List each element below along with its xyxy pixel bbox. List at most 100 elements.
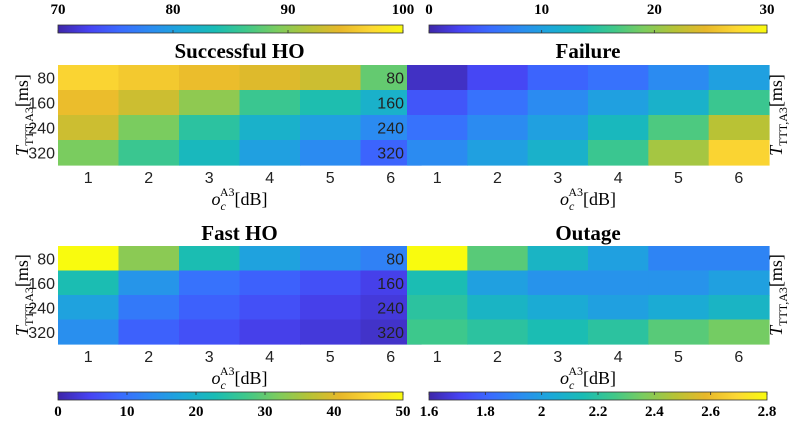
- x-tick-label: 6: [734, 170, 743, 187]
- heatmap-cell: [118, 246, 180, 272]
- heatmap-cell: [58, 270, 120, 296]
- heatmap-cell: [58, 115, 120, 141]
- heatmap-cell: [588, 140, 649, 166]
- x-tick-label: 6: [386, 170, 395, 187]
- x-tick-label: 4: [614, 349, 623, 366]
- heatmap-cell: [708, 90, 770, 116]
- x-tick-label: 1: [84, 170, 93, 187]
- y-tick-label: 80: [37, 251, 55, 268]
- colorbar-tick-label: 80: [166, 2, 181, 18]
- heatmap-cell: [527, 246, 589, 272]
- heatmap-cell: [179, 246, 241, 272]
- heatmap-cell: [527, 90, 589, 116]
- heatmap-cell: [708, 270, 770, 296]
- heatmap-cell: [467, 65, 529, 91]
- heatmap-cell: [407, 246, 468, 272]
- chart-title: Fast HO: [201, 221, 277, 245]
- y-tick-label: 320: [28, 325, 55, 342]
- x-tick-label: 5: [326, 170, 335, 187]
- heatmap-cell: [58, 319, 120, 345]
- y-axis-label: TTTT,A3[ms]: [12, 254, 36, 336]
- x-tick-label: 3: [553, 349, 562, 366]
- x-tick-label: 3: [205, 349, 214, 366]
- heatmap-cell: [527, 65, 589, 91]
- colorbar: [57, 391, 404, 401]
- heatmap-cell: [648, 65, 710, 91]
- colorbar-tick-label: 30: [258, 404, 273, 420]
- heatmap-cell: [179, 140, 241, 166]
- heatmap-cell: [239, 246, 301, 272]
- heatmap-cell: [588, 65, 649, 91]
- heatmap-cell: [708, 140, 770, 166]
- x-tick-label: 6: [734, 349, 743, 366]
- colorbar-tick-label: 90: [281, 2, 296, 18]
- colorbar-tick-label: 0: [54, 404, 62, 420]
- colorbar-tick-label: 2: [538, 404, 546, 420]
- heatmap-cell: [407, 270, 468, 296]
- colorbar-tick-label: 1.6: [420, 404, 439, 420]
- x-tick-label: 6: [386, 349, 395, 366]
- heatmap-panel-1: Successful HO 1 2 3 4 5 6 80 160 240 320 ocA3[dB] TT…: [12, 2, 422, 213]
- heatmap-cell: [467, 319, 529, 345]
- heatmap-cell: [588, 246, 649, 272]
- colorbar-tick-label: 20: [647, 2, 662, 18]
- heatmap-cell: [588, 270, 649, 296]
- heatmap-cell: [300, 319, 362, 345]
- heatmap-cell: [527, 140, 589, 166]
- heatmap-cell: [239, 295, 301, 321]
- heatmap-cell: [588, 295, 649, 321]
- y-tick-label: 320: [377, 146, 404, 163]
- heatmap-cell: [179, 115, 241, 141]
- y-tick-label: 160: [28, 96, 55, 113]
- heatmap-cell: [708, 246, 770, 272]
- heatmap-cell: [118, 295, 180, 321]
- heatmap-cell: [708, 319, 770, 345]
- y-tick-label: 160: [377, 96, 404, 113]
- heatmap-cell: [407, 140, 468, 166]
- colorbar-tick-label: 2.8: [758, 404, 777, 420]
- chart-title: Successful HO: [174, 39, 304, 63]
- colorbar-tick-label: 10: [534, 2, 549, 18]
- heatmap-cell: [118, 140, 180, 166]
- x-tick-label: 5: [674, 349, 683, 366]
- x-axis-label: ocA3[dB]: [212, 364, 268, 392]
- colorbar-tick-label: 2.4: [645, 404, 664, 420]
- heatmap-cell: [300, 295, 362, 321]
- colorbar: [428, 24, 768, 34]
- x-axis-label: ocA3[dB]: [560, 185, 616, 213]
- heatmap-cell: [708, 65, 770, 91]
- y-axis-label: TTTT,A3[ms]: [766, 74, 790, 156]
- heatmap-cell: [708, 115, 770, 141]
- colorbar-tick-label: 30: [760, 2, 775, 18]
- heatmap-cell: [527, 295, 589, 321]
- y-tick-label: 320: [377, 325, 404, 342]
- colorbar-tick-label: 1.8: [476, 404, 495, 420]
- y-tick-label: 240: [377, 300, 404, 317]
- colorbar-tick-label: 0: [425, 2, 433, 18]
- x-tick-label: 1: [84, 349, 93, 366]
- heatmap-cell: [118, 65, 180, 91]
- heatmap-cell: [527, 115, 589, 141]
- heatmap-cell: [648, 90, 710, 116]
- heatmap-cell: [467, 90, 529, 116]
- heatmap-cell: [588, 319, 649, 345]
- heatmap-cell: [527, 270, 589, 296]
- heatmap-cell: [300, 65, 362, 91]
- heatmap-cell: [467, 140, 529, 166]
- heatmap-cell: [467, 270, 529, 296]
- x-tick-label: 5: [674, 170, 683, 187]
- heatmap-cell: [467, 115, 529, 141]
- heatmap-cell: [648, 319, 710, 345]
- heatmap-cell: [239, 115, 301, 141]
- heatmap-cell: [300, 246, 362, 272]
- y-tick-label: 160: [28, 276, 55, 293]
- heatmap-cell: [300, 90, 362, 116]
- chart-title: Outage: [555, 221, 620, 245]
- heatmap-cell: [239, 65, 301, 91]
- x-tick-label: 4: [614, 170, 623, 187]
- y-tick-label: 80: [37, 71, 55, 88]
- heatmap-cell: [648, 115, 710, 141]
- heatmap-cell: [118, 319, 180, 345]
- x-axis-label: ocA3[dB]: [560, 364, 616, 392]
